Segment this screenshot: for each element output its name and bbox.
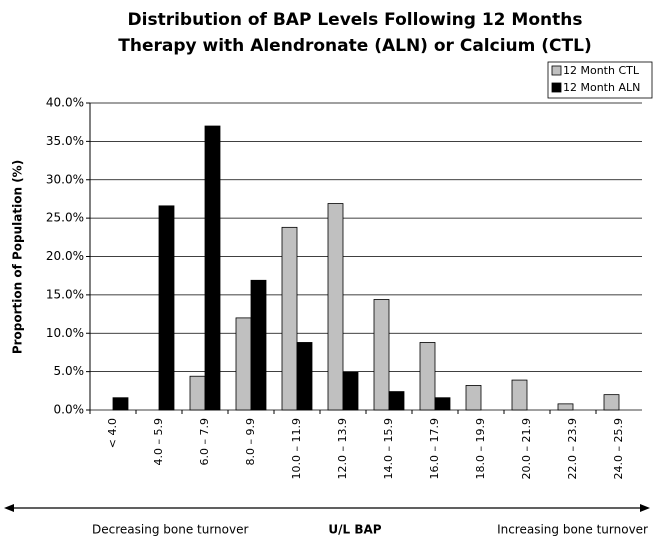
bar <box>465 385 482 411</box>
arrow-head <box>4 504 14 512</box>
x-tick-label: 14.0 – 15.9 <box>382 418 395 479</box>
legend-box <box>547 61 653 99</box>
y-tick-label: 40.0% <box>46 96 84 110</box>
bar <box>388 391 405 411</box>
x-tick-label: 4.0 – 5.9 <box>152 418 165 465</box>
bar <box>603 394 620 411</box>
y-tick-label: 25.0% <box>46 211 84 225</box>
bar <box>373 299 390 411</box>
bar <box>158 205 175 411</box>
y-tick-label: 35.0% <box>46 134 84 148</box>
annotation: Decreasing bone turnover <box>92 523 248 537</box>
legend-label: 12 Month CTL <box>563 64 640 77</box>
y-tick-label: 20.0% <box>46 249 84 263</box>
y-tick-label: 0.0% <box>54 403 85 417</box>
bar <box>419 342 436 411</box>
x-tick-label: 10.0 – 11.9 <box>290 418 303 479</box>
bar <box>189 375 206 411</box>
bar <box>557 403 574 411</box>
annotation: Increasing bone turnover <box>497 523 648 537</box>
x-tick-label: 12.0 – 13.9 <box>336 418 349 479</box>
legend-label: 12 Month ALN <box>563 81 640 94</box>
x-tick-label: 24.0 – 25.9 <box>612 418 625 479</box>
y-tick-label: 5.0% <box>54 364 85 378</box>
x-tick-label: 6.0 – 7.9 <box>198 418 211 465</box>
x-tick-label: 18.0 – 19.9 <box>474 418 487 479</box>
x-tick-label: 8.0 – 9.9 <box>244 418 257 465</box>
bar <box>281 226 298 411</box>
chart-subtitle: Therapy with Alendronate (ALN) or Calciu… <box>118 36 591 56</box>
arrow-head <box>640 504 650 512</box>
legend-swatch <box>551 82 562 93</box>
bar <box>434 397 451 411</box>
bar <box>342 371 359 411</box>
x-tick-label: < 4.0 <box>106 418 119 448</box>
bar <box>250 279 267 411</box>
y-axis-title: Proportion of Population (%) <box>11 160 25 354</box>
y-tick-label: 10.0% <box>46 326 84 340</box>
x-axis-title: U/L BAP <box>328 523 381 537</box>
bar <box>511 379 528 411</box>
bar <box>235 317 252 411</box>
bar <box>327 203 344 411</box>
chart-title: Distribution of BAP Levels Following 12 … <box>128 10 583 30</box>
bar <box>296 342 313 411</box>
legend-swatch <box>551 65 562 76</box>
x-tick-label: 16.0 – 17.9 <box>428 418 441 479</box>
bar <box>112 397 129 411</box>
y-tick-label: 30.0% <box>46 172 84 186</box>
y-tick-label: 15.0% <box>46 287 84 301</box>
bar <box>204 125 221 411</box>
x-tick-label: 22.0 – 23.9 <box>566 418 579 479</box>
x-tick-label: 20.0 – 21.9 <box>520 418 533 479</box>
